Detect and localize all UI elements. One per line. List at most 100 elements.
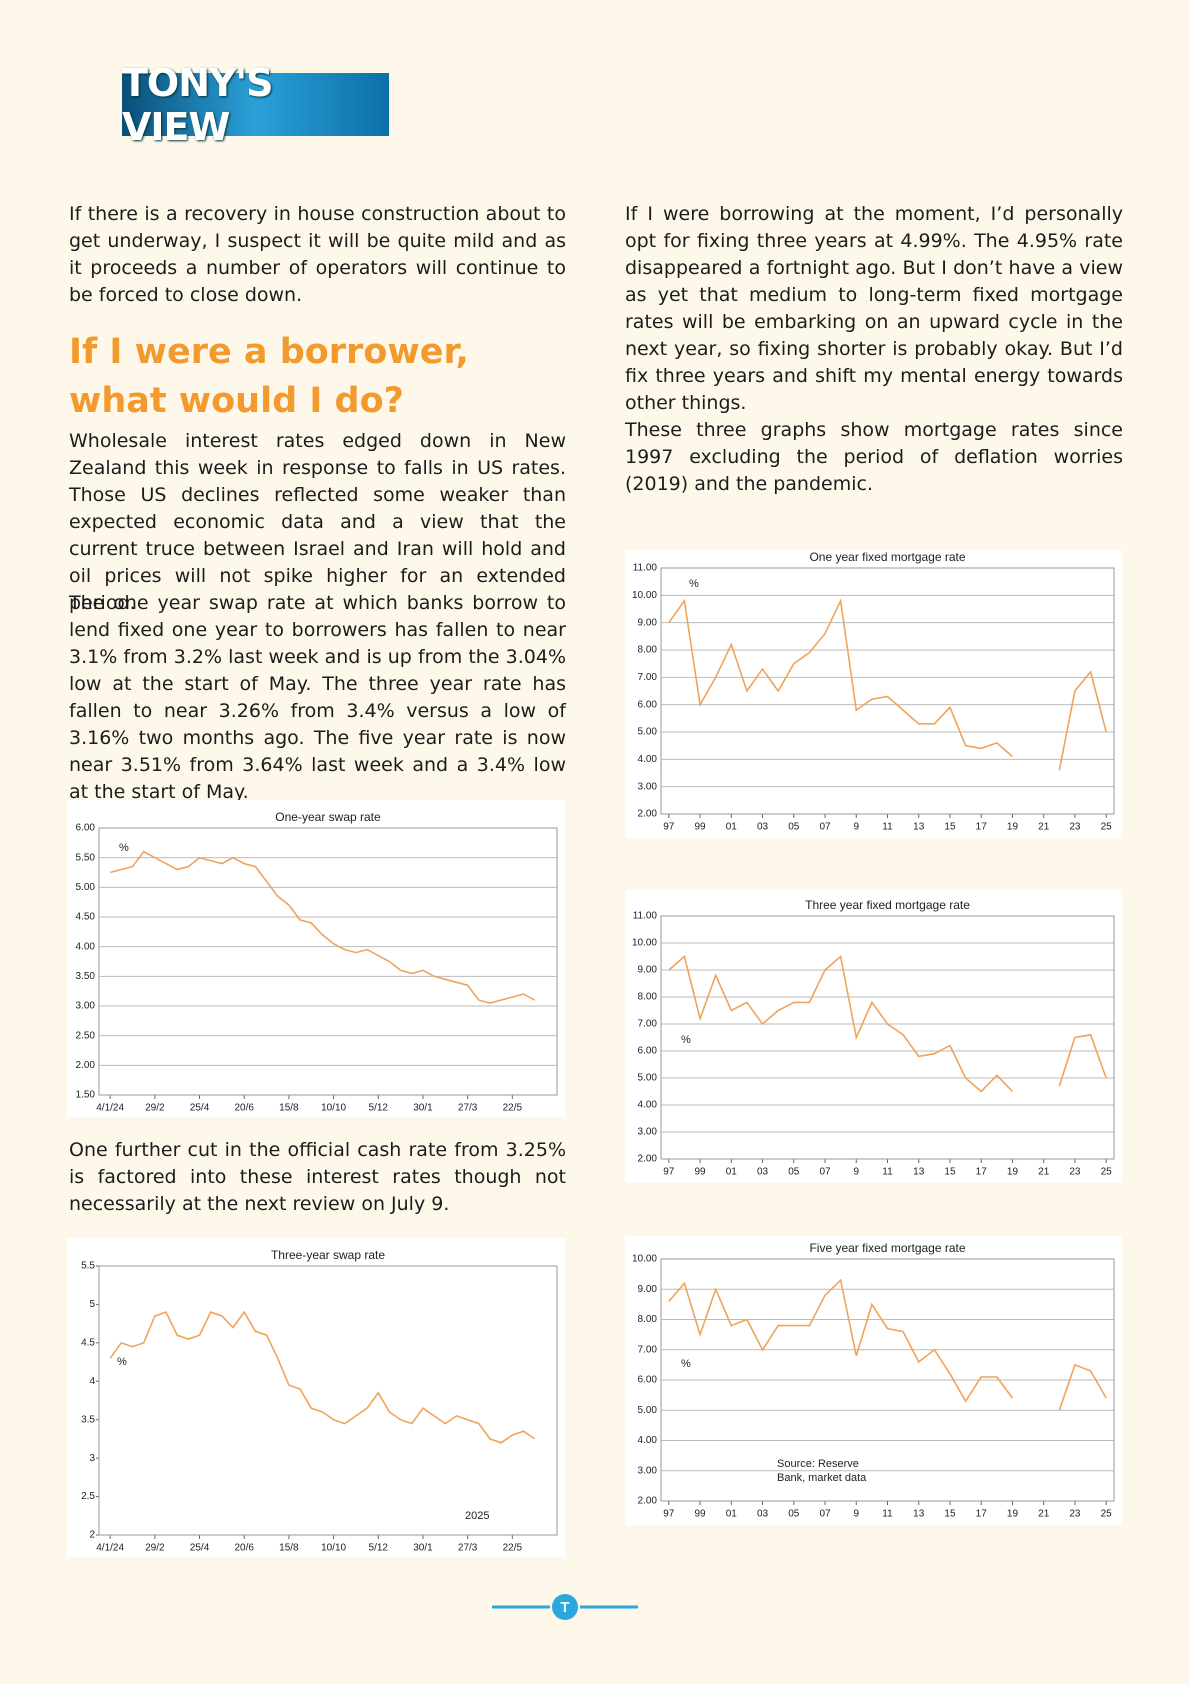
y-tick-label: 2 — [89, 1530, 95, 1541]
x-tick-label: 23 — [1069, 1167, 1081, 1178]
data-line — [1058, 670, 1107, 771]
y-tick-label: 2.5 — [81, 1491, 95, 1502]
x-tick-label: 03 — [757, 1167, 769, 1178]
x-tick-label: 15 — [944, 1167, 956, 1178]
logo: TONY'S VIEW — [122, 61, 389, 149]
annotation: Bank, market data — [777, 1472, 867, 1484]
x-tick-label: 11 — [882, 1167, 893, 1178]
y-tick-label: 2.00 — [76, 1060, 96, 1071]
x-tick-label: 13 — [913, 1509, 925, 1520]
x-tick-label: 29/2 — [145, 1103, 165, 1114]
x-tick-label: 03 — [757, 822, 769, 833]
plot-frame — [98, 827, 558, 1096]
x-tick-label: 05 — [788, 1509, 800, 1520]
y-tick-label: 6.00 — [76, 823, 96, 834]
chart-title: Five year fixed mortgage rate — [809, 1241, 965, 1255]
x-tick-label: 05 — [788, 1167, 800, 1178]
heading: If I were a borrower, what would I do? — [69, 332, 469, 421]
annotation: 2025 — [465, 1510, 489, 1522]
data-line — [668, 1278, 1014, 1403]
chart: One-year swap rate 1.50 2.00 2.50 3.00 3.50 4.… — [67, 800, 565, 1117]
x-tick-label: 27/3 — [458, 1543, 478, 1554]
x-tick-label: 19 — [1007, 822, 1019, 833]
x-tick-label: 03 — [757, 1509, 769, 1520]
plot-frame — [98, 1265, 558, 1536]
chart: Three year fixed mortgage rate 2.00 3.00 4.… — [625, 890, 1122, 1183]
y-tick-label: 5.00 — [638, 1073, 658, 1084]
x-tick-label: 07 — [819, 1509, 831, 1520]
data-line — [668, 954, 1014, 1093]
x-tick-label: 17 — [976, 1509, 988, 1520]
chart-title: Three-year swap rate — [271, 1248, 385, 1262]
annotation: % — [119, 842, 129, 854]
y-tick-label: 4 — [89, 1376, 95, 1387]
chart: Three-year swap rate 2 2.5 3 3.5 4 4.5 5 5.5 4/1/… — [67, 1238, 565, 1557]
x-tick-label: 25 — [1101, 1167, 1113, 1178]
paragraph: These three graphs show mortgage rates s… — [625, 419, 1123, 495]
x-tick-label: 01 — [726, 822, 738, 833]
data-line — [668, 598, 1014, 758]
y-tick-label: 5.50 — [76, 852, 96, 863]
annotation: % — [681, 1034, 691, 1046]
x-tick-label: 23 — [1069, 822, 1081, 833]
paragraph: Wholesale interest rates edged down in N… — [69, 430, 566, 614]
footer: T — [492, 1594, 638, 1620]
chart-title: One-year swap rate — [275, 810, 381, 824]
x-tick-label: 07 — [819, 1167, 831, 1178]
x-tick-label: 15/8 — [279, 1543, 299, 1554]
x-tick-label: 30/1 — [413, 1103, 433, 1114]
y-tick-label: 5.00 — [638, 1405, 658, 1416]
chart-title: Three year fixed mortgage rate — [805, 898, 970, 912]
y-tick-label: 5.00 — [638, 727, 658, 738]
annotation: % — [117, 1356, 127, 1368]
paragraph: The one year swap rate at which banks bo… — [69, 592, 566, 803]
x-tick-label: 21 — [1038, 822, 1050, 833]
x-tick-label: 15 — [944, 822, 956, 833]
y-tick-label: 8.00 — [638, 1314, 658, 1325]
footer-icon: T — [560, 1599, 569, 1616]
x-tick-label: 99 — [694, 822, 706, 833]
x-tick-label: 99 — [694, 1509, 706, 1520]
y-tick-label: 8.00 — [638, 992, 658, 1003]
y-tick-label: 11.00 — [633, 563, 658, 574]
x-tick-label: 4/1/24 — [96, 1103, 124, 1114]
x-tick-label: 11 — [882, 1509, 893, 1520]
x-tick-label: 9 — [853, 1509, 859, 1520]
y-tick-label: 3.00 — [76, 1001, 96, 1012]
x-tick-label: 10/10 — [321, 1103, 346, 1114]
x-tick-label: 15/8 — [279, 1103, 299, 1114]
x-tick-label: 17 — [976, 822, 988, 833]
plot-frame — [660, 567, 1115, 815]
x-tick-label: 19 — [1007, 1167, 1019, 1178]
x-tick-label: 07 — [819, 822, 831, 833]
annotation: % — [689, 578, 699, 590]
y-tick-label: 3.00 — [638, 1465, 658, 1476]
y-tick-label: 3.5 — [81, 1414, 95, 1425]
y-tick-label: 4.00 — [76, 941, 96, 952]
y-tick-label: 7.00 — [638, 1344, 658, 1355]
x-tick-label: 20/6 — [234, 1543, 254, 1554]
x-tick-label: 22/5 — [503, 1543, 523, 1554]
y-tick-label: 1.50 — [76, 1090, 96, 1101]
y-tick-label: 5.5 — [81, 1261, 95, 1272]
x-tick-label: 20/6 — [234, 1103, 254, 1114]
x-tick-label: 13 — [913, 1167, 925, 1178]
x-tick-label: 21 — [1038, 1167, 1050, 1178]
x-tick-label: 9 — [853, 1167, 859, 1178]
y-tick-label: 11.00 — [633, 911, 658, 922]
data-line — [109, 850, 536, 1004]
y-tick-label: 3.00 — [638, 781, 658, 792]
data-line — [1058, 1363, 1107, 1411]
y-tick-label: 6.00 — [638, 1046, 658, 1057]
y-tick-label: 5.00 — [76, 882, 96, 893]
data-line — [109, 1310, 536, 1444]
paragraph: If there is a recovery in house construc… — [69, 203, 566, 306]
x-tick-label: 99 — [694, 1167, 706, 1178]
y-tick-label: 10.00 — [632, 1254, 657, 1265]
x-tick-label: 25/4 — [190, 1543, 210, 1554]
y-tick-label: 5 — [89, 1299, 95, 1310]
y-tick-label: 2.00 — [638, 1496, 658, 1507]
y-tick-label: 9.00 — [638, 965, 658, 976]
y-tick-label: 4.00 — [638, 754, 658, 765]
